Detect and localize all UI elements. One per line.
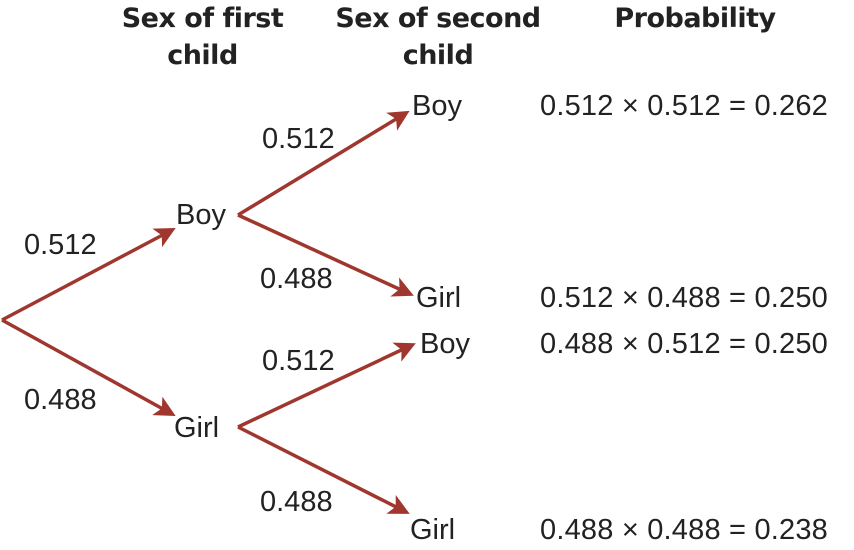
header-first-child: Sex of first child	[121, 3, 284, 71]
node-second-girl-1: Girl	[416, 282, 462, 314]
branch-boy-girl	[237, 213, 414, 297]
outcome-girl-girl: 0.488 × 0.488 = 0.238	[540, 514, 829, 546]
branch-girl-boy	[237, 342, 416, 429]
node-second-girl-2: Girl	[410, 514, 456, 546]
branch-prob-girl-girl: 0.488	[260, 486, 333, 518]
branch-prob-first-girl: 0.488	[24, 384, 97, 416]
outcome-boy-girl: 0.512 × 0.488 = 0.250	[540, 282, 829, 314]
node-first-girl: Girl	[174, 412, 220, 444]
branch-prob-boy-girl: 0.488	[260, 263, 333, 295]
node-second-boy-2: Boy	[420, 328, 470, 360]
branch-root-boy	[1, 228, 176, 322]
branch-prob-boy-boy: 0.512	[262, 123, 335, 155]
node-first-boy: Boy	[176, 199, 226, 231]
header-second-child: Sex of second child	[335, 3, 541, 71]
branch-girl-girl	[237, 425, 410, 514]
outcome-boy-boy: 0.512 × 0.512 = 0.262	[540, 90, 829, 122]
branch-root-girl	[1, 318, 176, 417]
outcome-girl-boy: 0.488 × 0.512 = 0.250	[540, 328, 829, 360]
node-second-boy-1: Boy	[412, 90, 462, 122]
header-probability: Probability	[614, 3, 776, 34]
branch-prob-girl-boy: 0.512	[262, 345, 335, 377]
branch-prob-first-boy: 0.512	[24, 229, 97, 261]
branch-boy-boy	[237, 110, 410, 217]
